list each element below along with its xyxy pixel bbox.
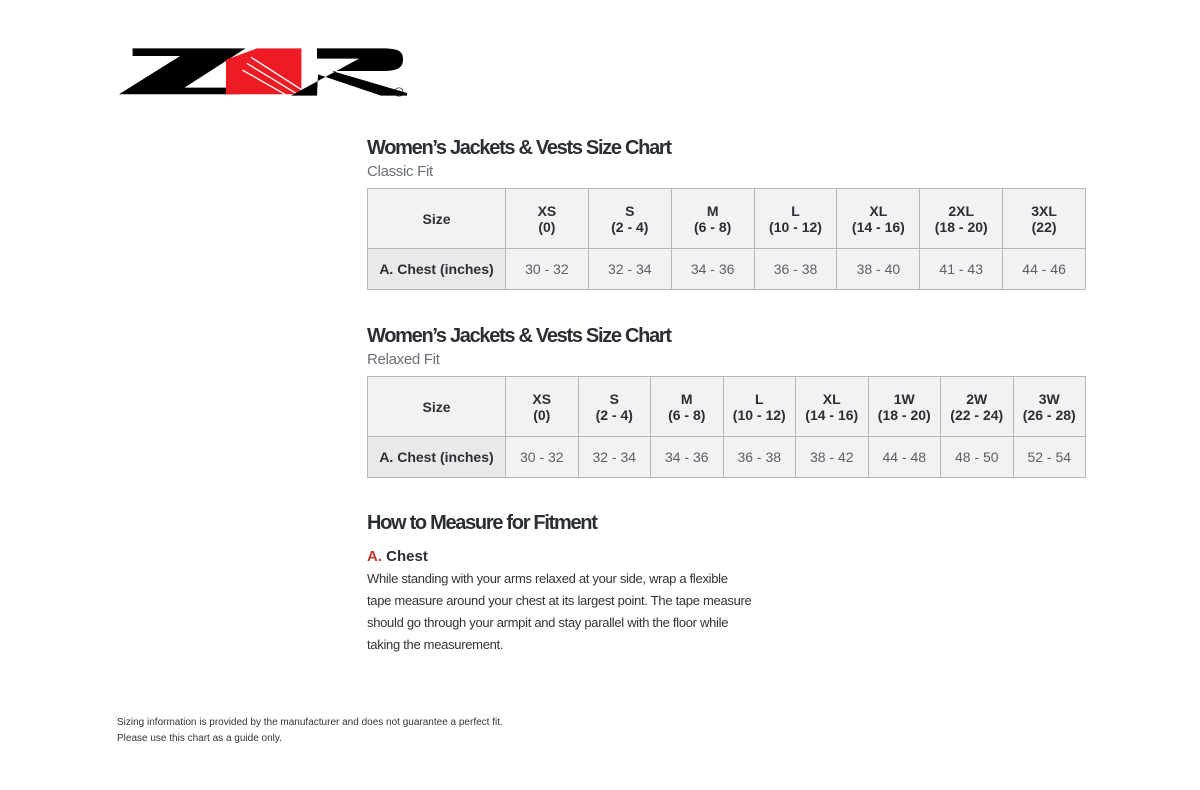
- svg-text:R: R: [397, 90, 401, 96]
